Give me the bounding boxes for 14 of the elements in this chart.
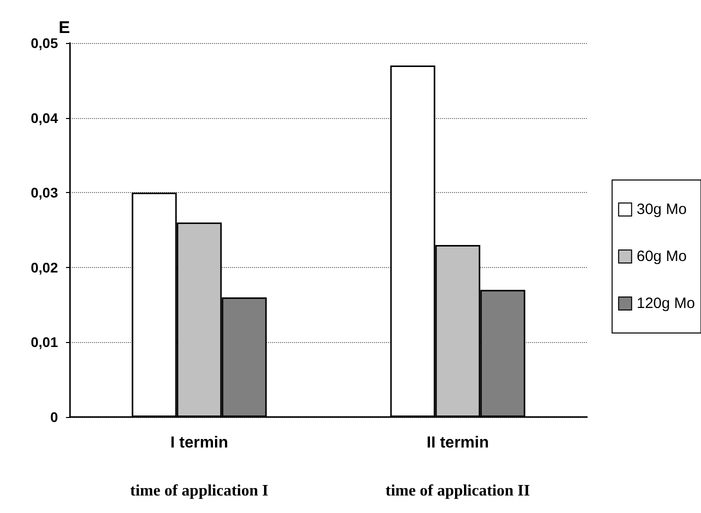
y-tick-label: 0,04 [30, 110, 58, 126]
x-tick-label: I termin [170, 434, 228, 452]
y-tick-label: 0,03 [30, 184, 58, 201]
y-axis-title: E [58, 18, 70, 38]
legend-label: 120g Mo [636, 295, 695, 312]
text: time of application I [130, 482, 268, 500]
x-tick-label: II termin [426, 434, 489, 452]
y-tick-label: 0,01 [30, 334, 58, 350]
text: time of application II [386, 482, 530, 500]
legend-label: 60g Mo [636, 248, 687, 265]
y-tick-label: 0 [50, 409, 58, 425]
y-tick-label: 0,02 [30, 259, 58, 276]
legend-label: 30g Mo [636, 201, 687, 218]
y-tick-label: 0,05 [30, 35, 58, 51]
